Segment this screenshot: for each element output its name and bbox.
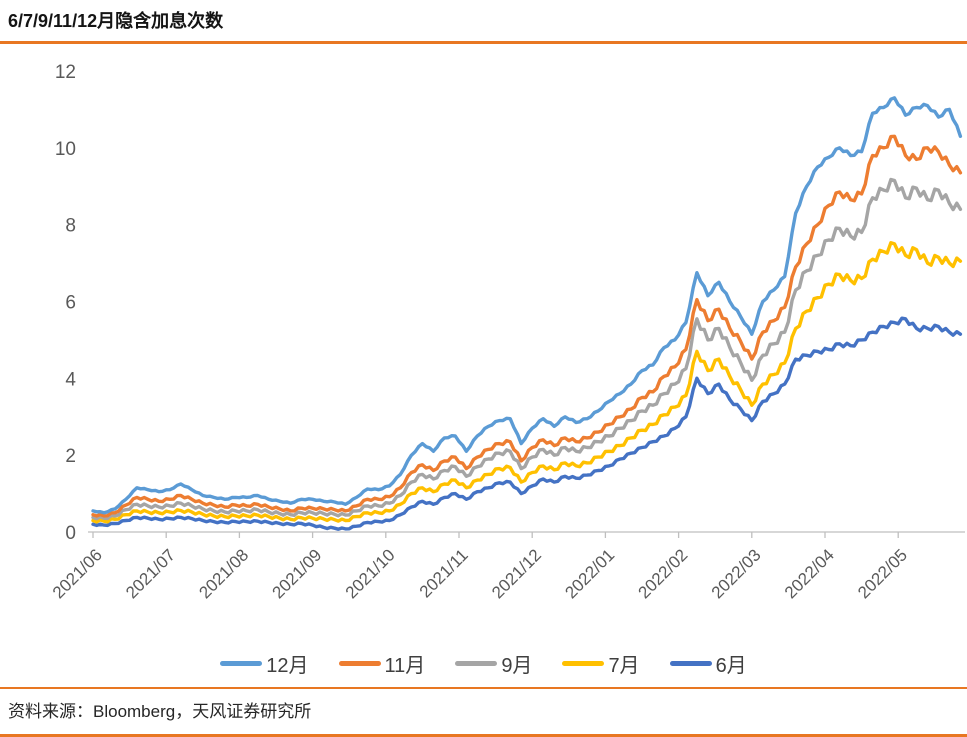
- legend-item-9m: 9月: [455, 649, 532, 678]
- legend-label-11m: 11月: [384, 654, 426, 677]
- x-axis-label: 2021/07: [122, 546, 179, 603]
- y-axis-label: 4: [65, 370, 76, 391]
- series-line-9m: [91, 178, 963, 521]
- chart-legend: 12月 11月 9月 7月 6月: [0, 647, 967, 679]
- series-line-6m: [91, 316, 963, 532]
- legend-item-6m: 6月: [669, 649, 747, 678]
- series-line-7m: [91, 241, 963, 524]
- legend-label-6m: 6月: [715, 654, 747, 677]
- x-axis-label: 2022/05: [854, 546, 911, 603]
- series-line-11m: [91, 134, 963, 518]
- y-axis-label: 12: [55, 62, 76, 83]
- legend-label-9m: 9月: [501, 654, 533, 677]
- legend-swatch-11m: [338, 660, 381, 666]
- legend-label-7m: 7月: [608, 654, 640, 677]
- legend-swatch-6m: [669, 660, 712, 666]
- source-note: 资料来源：Bloomberg，天风证券研究所: [8, 702, 312, 722]
- legend-swatch-9m: [455, 660, 498, 666]
- y-axis-label: 2: [65, 447, 76, 468]
- legend-item-12m: 12月: [220, 649, 309, 678]
- legend-swatch-12m: [220, 660, 263, 666]
- y-axis-label: 0: [65, 523, 76, 544]
- legend-item-7m: 7月: [562, 649, 640, 678]
- x-axis-label: 2021/10: [342, 546, 399, 603]
- x-axis-label: 2022/01: [561, 546, 618, 603]
- source-divider-rule: [0, 687, 967, 690]
- chart-title: 6/7/9/11/12月隐含加息次数: [8, 11, 224, 31]
- page-bottom-rule: [0, 734, 967, 737]
- x-axis-label: 2021/08: [195, 546, 252, 603]
- legend-item-11m: 11月: [338, 649, 426, 678]
- x-axis-label: 2021/12: [488, 546, 545, 603]
- implied-rate-hikes-chart: 0 2 4 6 8 10 12 2021/06 2021/07 2021/08 2021/09 202…: [49, 62, 965, 603]
- y-axis-label: 10: [55, 139, 76, 160]
- x-axis-label: 2022/04: [781, 546, 838, 603]
- series-line-12m: [91, 96, 963, 515]
- x-axis-label: 2021/09: [269, 546, 326, 603]
- figure-header: 6/7/9/11/12月隐含加息次数: [0, 0, 967, 45]
- y-axis-label: 6: [65, 293, 76, 314]
- x-axis-label: 2022/02: [635, 546, 692, 603]
- legend-label-12m: 12月: [266, 654, 309, 677]
- x-axis-label: 2021/11: [416, 546, 472, 602]
- x-axis-label: 2022/03: [708, 546, 765, 603]
- y-axis-label: 8: [65, 216, 76, 237]
- legend-swatch-7m: [562, 660, 605, 666]
- x-axis-label: 2021/06: [49, 546, 106, 603]
